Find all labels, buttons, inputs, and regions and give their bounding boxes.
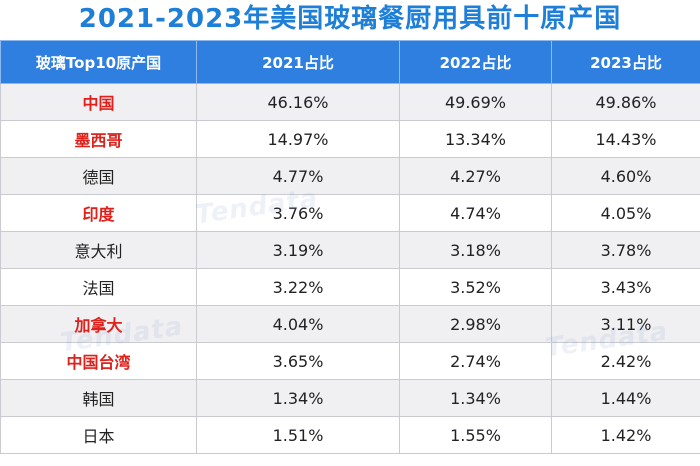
share-2023-cell: 49.86%: [551, 83, 700, 121]
share-2021-cell: 46.16%: [196, 83, 400, 121]
share-2021-cell: 3.19%: [196, 231, 400, 269]
share-2021-cell: 3.22%: [196, 268, 400, 306]
share-2022-cell: 2.74%: [399, 342, 552, 380]
table-row: 印度 3.76% 4.74% 4.05%: [0, 194, 700, 232]
country-cell: 德国: [0, 157, 197, 195]
country-cell: 墨西哥: [0, 120, 197, 158]
country-cell: 中国: [0, 83, 197, 121]
share-2023-cell: 4.60%: [551, 157, 700, 195]
country-cell: 印度: [0, 194, 197, 232]
table-header-row: 玻璃Top10原产国 2021占比 2022占比 2023占比: [0, 40, 700, 84]
header-2022: 2022占比: [399, 40, 552, 84]
table-row: 意大利 3.19% 3.18% 3.78%: [0, 231, 700, 269]
share-2021-cell: 3.76%: [196, 194, 400, 232]
share-2021-cell: 1.34%: [196, 379, 400, 417]
country-cell: 法国: [0, 268, 197, 306]
header-country: 玻璃Top10原产国: [0, 40, 197, 84]
header-2021: 2021占比: [196, 40, 400, 84]
table-row: 墨西哥 14.97% 13.34% 14.43%: [0, 120, 700, 158]
share-2021-cell: 3.65%: [196, 342, 400, 380]
share-2023-cell: 4.05%: [551, 194, 700, 232]
table-row: 德国 4.77% 4.27% 4.60%: [0, 157, 700, 195]
share-2021-cell: 4.04%: [196, 305, 400, 343]
country-cell: 中国台湾: [0, 342, 197, 380]
share-2022-cell: 4.27%: [399, 157, 552, 195]
page-title: 2021-2023年美国玻璃餐厨用具前十原产国: [78, 4, 622, 34]
share-2023-cell: 3.78%: [551, 231, 700, 269]
table-row: 中国 46.16% 49.69% 49.86%: [0, 83, 700, 121]
share-2023-cell: 14.43%: [551, 120, 700, 158]
share-2023-cell: 1.44%: [551, 379, 700, 417]
header-2023: 2023占比: [551, 40, 700, 84]
share-2023-cell: 1.42%: [551, 416, 700, 454]
share-2023-cell: 3.11%: [551, 305, 700, 343]
share-2022-cell: 1.34%: [399, 379, 552, 417]
country-cell: 韩国: [0, 379, 197, 417]
share-2022-cell: 1.55%: [399, 416, 552, 454]
share-2023-cell: 3.43%: [551, 268, 700, 306]
share-2023-cell: 2.42%: [551, 342, 700, 380]
table-row: 日本 1.51% 1.55% 1.42%: [0, 416, 700, 454]
table-row: 加拿大 4.04% 2.98% 3.11%: [0, 305, 700, 343]
country-cell: 意大利: [0, 231, 197, 269]
table-row: 韩国 1.34% 1.34% 1.44%: [0, 379, 700, 417]
country-cell: 加拿大: [0, 305, 197, 343]
share-2022-cell: 49.69%: [399, 83, 552, 121]
share-2022-cell: 3.52%: [399, 268, 552, 306]
share-2021-cell: 14.97%: [196, 120, 400, 158]
share-2021-cell: 1.51%: [196, 416, 400, 454]
origin-share-table: 玻璃Top10原产国 2021占比 2022占比 2023占比 中国 46.16%…: [0, 40, 700, 454]
share-2022-cell: 2.98%: [399, 305, 552, 343]
table-row: 法国 3.22% 3.52% 3.43%: [0, 268, 700, 306]
share-2022-cell: 4.74%: [399, 194, 552, 232]
table-row: 中国台湾 3.65% 2.74% 2.42%: [0, 342, 700, 380]
share-2022-cell: 13.34%: [399, 120, 552, 158]
share-2021-cell: 4.77%: [196, 157, 400, 195]
share-2022-cell: 3.18%: [399, 231, 552, 269]
country-cell: 日本: [0, 416, 197, 454]
